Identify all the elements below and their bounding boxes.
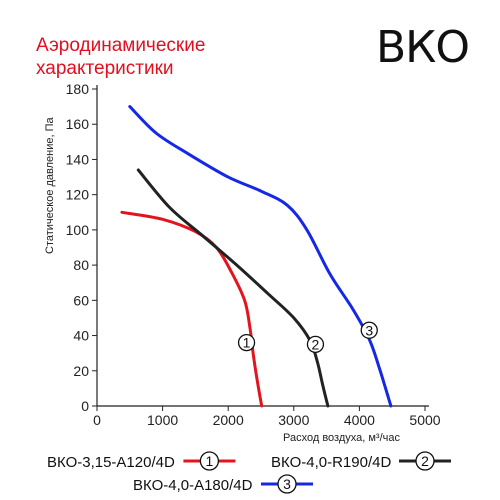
x-axis-label: Расход воздуха, м³/час: [283, 432, 400, 444]
product-badge: ВКО: [376, 22, 470, 73]
series-line-2: [136, 168, 330, 408]
curve-marker-2: [306, 335, 325, 354]
y-tick-label: 80: [73, 257, 89, 273]
y-tick-label: 100: [66, 222, 90, 238]
chart-markers: 1 2 3: [237, 321, 378, 354]
y-tick-label: 40: [73, 328, 89, 344]
chart-title: Аэродинамические характеристики: [36, 34, 205, 80]
x-tick-label: 2000: [213, 412, 244, 428]
chart-title-line-1: Аэродинамические: [36, 35, 206, 56]
chart-title-line-2: характеристики: [36, 58, 174, 79]
x-tick-label: 4000: [344, 412, 375, 428]
chart-axes: 0 20 40 60 80 100 120 140 160 180 0 1000 2000 3000 400…: [66, 81, 441, 428]
y-tick-label: 180: [66, 81, 90, 97]
x-tick-label: 1000: [147, 412, 178, 428]
y-tick-label: 120: [66, 187, 90, 203]
y-tick-label: 60: [73, 292, 89, 308]
series-line-3: [128, 105, 393, 408]
x-tick-label: 0: [93, 412, 101, 428]
x-tick-label: 3000: [278, 412, 309, 428]
y-tick-label: 0: [81, 398, 89, 414]
curve-marker-label: 2: [312, 336, 320, 352]
curve-marker-label: 1: [243, 335, 251, 351]
curve-marker-3: [360, 321, 378, 339]
y-tick-label: 20: [73, 363, 89, 379]
x-tick-label: 5000: [409, 412, 440, 428]
curve-marker-1: [237, 333, 256, 352]
y-axis-label: Статическое давление, Па: [44, 116, 56, 254]
curve-marker-label: 3: [365, 322, 373, 338]
y-tick-label: 140: [66, 151, 90, 167]
chart-series: [120, 105, 393, 408]
y-tick-label: 160: [66, 116, 90, 132]
series-line-1: [120, 210, 264, 408]
